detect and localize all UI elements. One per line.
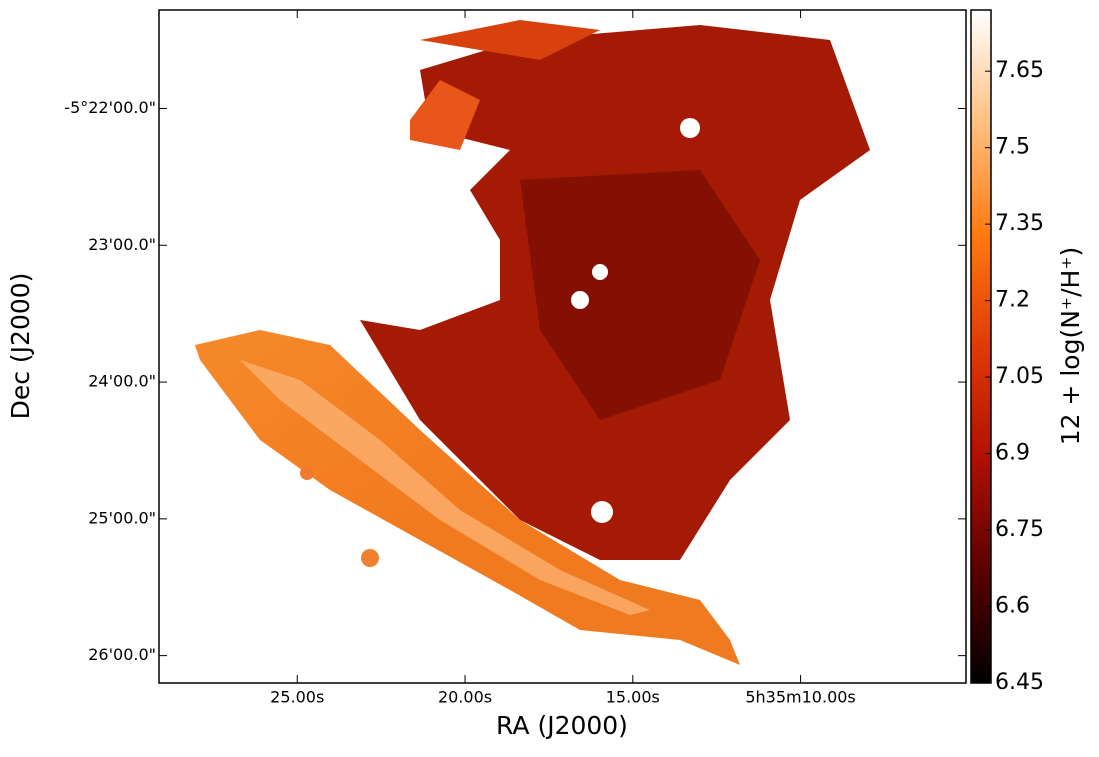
colorbar-label: 12 + log(N⁺/H⁺) [1056, 247, 1085, 446]
colorbar-tick-label: 7.05 [995, 364, 1044, 389]
x-axis-label: RA (J2000) [496, 711, 628, 740]
y-tick-label: 23'00.0" [88, 235, 156, 254]
colorbar-tick-label: 6.9 [995, 441, 1030, 466]
colorbar [971, 10, 991, 683]
y-tick-label: 26'00.0" [88, 645, 156, 664]
x-tick-label: 20.00s [438, 688, 492, 707]
colorbar-frame [970, 9, 992, 684]
map-image [195, 20, 870, 665]
x-tick-label: 25.00s [270, 688, 324, 707]
colorbar-tick-label: 6.75 [995, 517, 1044, 542]
colorbar-tick-label: 7.5 [995, 135, 1030, 160]
colorbar-tick-label: 6.6 [995, 594, 1030, 619]
plot-frame [158, 9, 967, 684]
colorbar-tick-label: 7.2 [995, 288, 1030, 313]
y-tick-label: -5°22'00.0" [64, 98, 156, 117]
colorbar-tick-label: 7.65 [995, 58, 1044, 83]
y-tick-label: 25'00.0" [88, 508, 156, 527]
x-tick-label: 15.00s [606, 688, 660, 707]
x-tick-label: 5h35m10.00s [745, 688, 855, 707]
y-tick-label: 24'00.0" [88, 372, 156, 391]
colorbar-tick-label: 6.45 [995, 670, 1044, 695]
colorbar-tick-label: 7.35 [995, 211, 1044, 236]
y-axis-label: Dec (J2000) [6, 273, 35, 420]
